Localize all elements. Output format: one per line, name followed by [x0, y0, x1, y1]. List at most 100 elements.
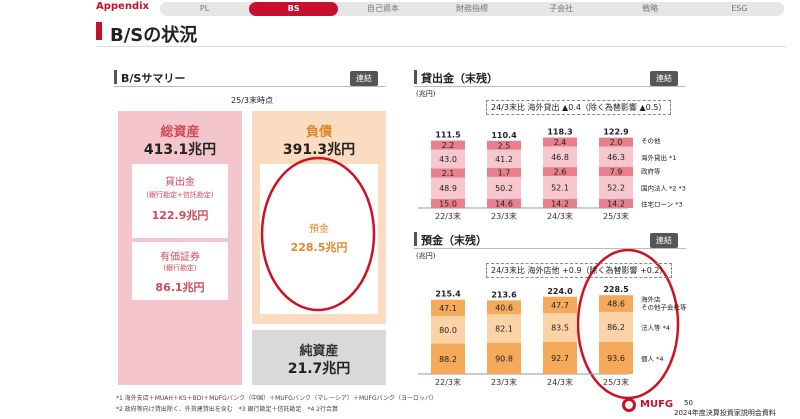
loans-label: 貸出金 [165, 177, 195, 188]
bar-segment [431, 177, 465, 199]
net-assets-label: 純資産 [299, 344, 339, 359]
segment-label: 2.4 [554, 138, 567, 147]
total-label: 118.3 [547, 127, 572, 136]
liabilities-value: 391.3兆円 [282, 142, 356, 158]
summary-divider [114, 86, 386, 87]
nav-tab-2[interactable]: 自己資本 [366, 4, 399, 13]
deposits-chart: 88.2 80.0 47.1 215.4 22/3末 90.8 82.1 40.6 213.6 2… [418, 285, 687, 387]
nav-tab-4[interactable]: 子会社 [549, 4, 574, 13]
footnote-1: *1 海外支店＋MUAH＋KS＋BDI＋MUFGバンク（中国）＋MUFGバンク（… [116, 395, 437, 402]
nav-tab-1[interactable]: BS [249, 2, 339, 16]
deposits-unit: (兆円) [416, 252, 436, 260]
total-label: 224.0 [547, 287, 573, 296]
bar-segment [543, 313, 577, 343]
category-label: 25/3末 [603, 377, 629, 387]
series-label: 個人 *4 [641, 354, 663, 363]
securities-label: 有価証券 [160, 252, 200, 263]
segment-label: 2.0 [610, 138, 623, 147]
page-number: 50 [684, 399, 693, 407]
nav-tab-3[interactable]: 財務指標 [455, 4, 488, 13]
category-label: 22/3末 [435, 377, 461, 387]
bar-segment [431, 343, 465, 374]
securities-sub: (銀行勘定) [163, 264, 197, 272]
bar-segment [487, 300, 521, 315]
total-assets-label: 総資産 [160, 125, 200, 140]
total-label: 111.5 [435, 131, 461, 140]
segment-label: 80.0 [439, 326, 457, 335]
loans-divider [414, 86, 686, 87]
loans-heading: 貸出金（末残） [421, 72, 498, 85]
page-title: B/Sの状況 [110, 25, 198, 46]
bar-segment [431, 299, 465, 316]
segment-label: 7.9 [610, 168, 623, 177]
loans-callout: 24/3末比 海外貸出 ▲0.4（除く為替影響 ▲0.5） [486, 100, 672, 115]
bar-segment [487, 167, 521, 177]
summary-heading: B/Sサマリー [121, 72, 186, 85]
bar-segment [487, 140, 521, 150]
bar-segment [487, 342, 521, 374]
bar-segment [431, 168, 465, 178]
bar-segment [543, 137, 577, 147]
bar-segment [431, 199, 465, 208]
bar-segment [487, 176, 521, 199]
segment-label: 47.7 [551, 301, 569, 310]
mufg-logo-icon [622, 398, 636, 412]
bar-segment [487, 199, 521, 208]
loans-value: 122.9兆円 [151, 209, 209, 222]
total-label: 215.4 [435, 290, 461, 299]
liabilities-label: 負債 [305, 125, 332, 140]
deposits-divider [414, 248, 686, 249]
series-label: 政府等 [641, 167, 661, 176]
bar-segment [599, 199, 633, 208]
nav-tab-5[interactable]: 戦略 [642, 4, 659, 13]
nav-tab-0[interactable]: PL [199, 4, 210, 13]
footnote-2: *2 政府等向け貸出除く、外貨建貸出を含む *3 銀行勘定＋信託勘定 *4 2行… [116, 406, 338, 413]
series-label: その他子会社等 [641, 303, 687, 312]
category-label: 23/3末 [491, 211, 517, 221]
deposits-heading-bar [414, 232, 417, 246]
deposits-value: 228.5兆円 [290, 241, 348, 254]
category-label: 24/3末 [547, 377, 573, 387]
bar-segment [543, 167, 577, 177]
segment-label: 2.1 [442, 169, 455, 178]
series-label: 住宅ローン *3 [641, 200, 683, 209]
series-label: 法人等 *4 [641, 323, 670, 332]
bar-segment [599, 341, 633, 374]
segment-label: 46.8 [551, 153, 569, 162]
segment-label: 47.1 [439, 304, 457, 313]
loans-sub: (銀行勘定+信託勘定) [146, 191, 214, 199]
loans-heading-bar [414, 70, 417, 84]
nav-tab-6[interactable]: ESG [731, 4, 748, 13]
bar-segment [487, 314, 521, 343]
total-label: 122.9 [603, 128, 629, 137]
bar-segment [543, 146, 577, 168]
total-assets-value: 413.1兆円 [143, 142, 217, 158]
total-label: 228.5 [603, 285, 629, 294]
bar-segment [543, 199, 577, 208]
net-assets-box: 純資産 21.7兆円 [252, 330, 386, 385]
segment-label: 50.2 [495, 184, 513, 193]
title-accent [96, 22, 102, 40]
total-label: 110.4 [491, 131, 517, 140]
bar-segment [543, 296, 577, 314]
category-label: 24/3末 [547, 211, 573, 221]
bar-segment [599, 176, 633, 199]
appendix-label: Appendix [96, 1, 149, 12]
segment-label: 52.2 [607, 184, 625, 193]
segment-label: 46.3 [607, 153, 625, 162]
document-name: 2024年度決算投資家説明会資料 [674, 409, 776, 417]
deposits-badge: 連結 [650, 233, 678, 248]
segment-label: 14.2 [551, 200, 569, 209]
loans-unit: (兆円) [416, 90, 436, 98]
loans-box: 貸出金 (銀行勘定+信託勘定) 122.9兆円 [132, 164, 228, 238]
bar-segment [599, 295, 633, 312]
segment-label: 2.2 [442, 141, 455, 150]
bar-segment [543, 342, 577, 374]
category-label: 23/3末 [491, 377, 517, 387]
segment-label: 2.6 [554, 168, 567, 177]
segment-label: 88.2 [439, 355, 457, 364]
summary-badge: 連結 [350, 71, 378, 86]
segment-label: 14.6 [495, 200, 513, 209]
series-label: 海外店 [641, 295, 661, 304]
segment-label: 15.0 [439, 200, 457, 209]
